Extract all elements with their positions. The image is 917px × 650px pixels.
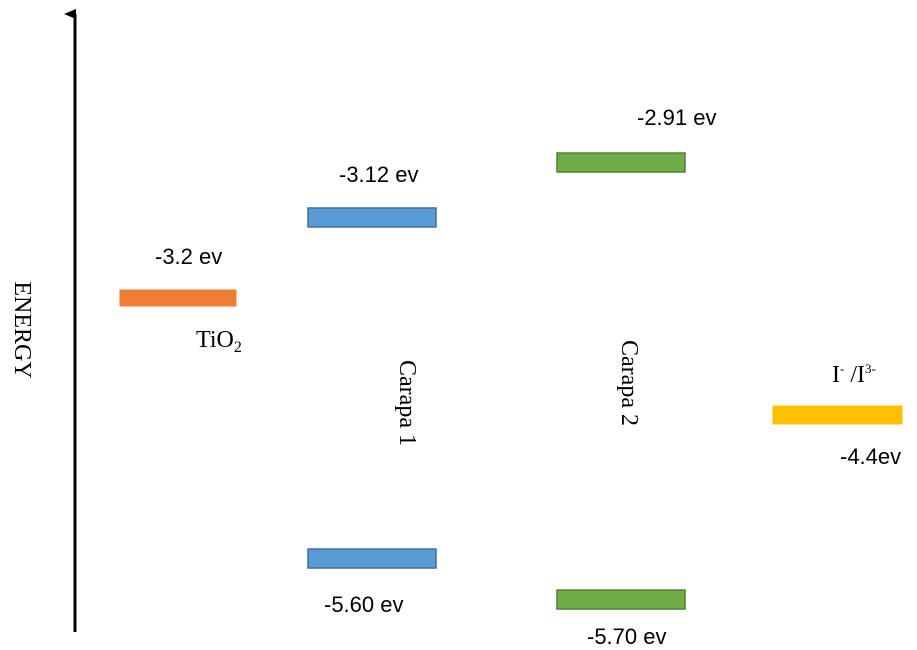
tio2-label: TiO2 (196, 327, 242, 356)
carapa2-lumo-value: -2.91 ev (637, 105, 717, 130)
tio2-level-bar (119, 289, 237, 307)
carapa2-lumo-bar (556, 152, 686, 173)
redox-level-bar (772, 405, 903, 425)
carapa2-label: Carapa 2 (616, 340, 642, 426)
carapa1-homo-bar (307, 548, 437, 569)
redox-label: I- /I3- (832, 361, 876, 388)
carapa1-lumo-bar (307, 207, 437, 228)
carapa1-label: Carapa 1 (394, 360, 420, 446)
carapa1-lumo-value: -3.12 ev (339, 162, 419, 187)
carapa1-homo-value: -5.60 ev (324, 592, 404, 617)
carapa2-homo-bar (556, 589, 686, 610)
redox-level-value: -4.4ev (840, 444, 902, 469)
energy-axis-label: ENERGY (9, 281, 35, 379)
carapa2-homo-value: -5.70 ev (587, 624, 667, 649)
tio2-level-value: -3.2 ev (155, 244, 223, 269)
